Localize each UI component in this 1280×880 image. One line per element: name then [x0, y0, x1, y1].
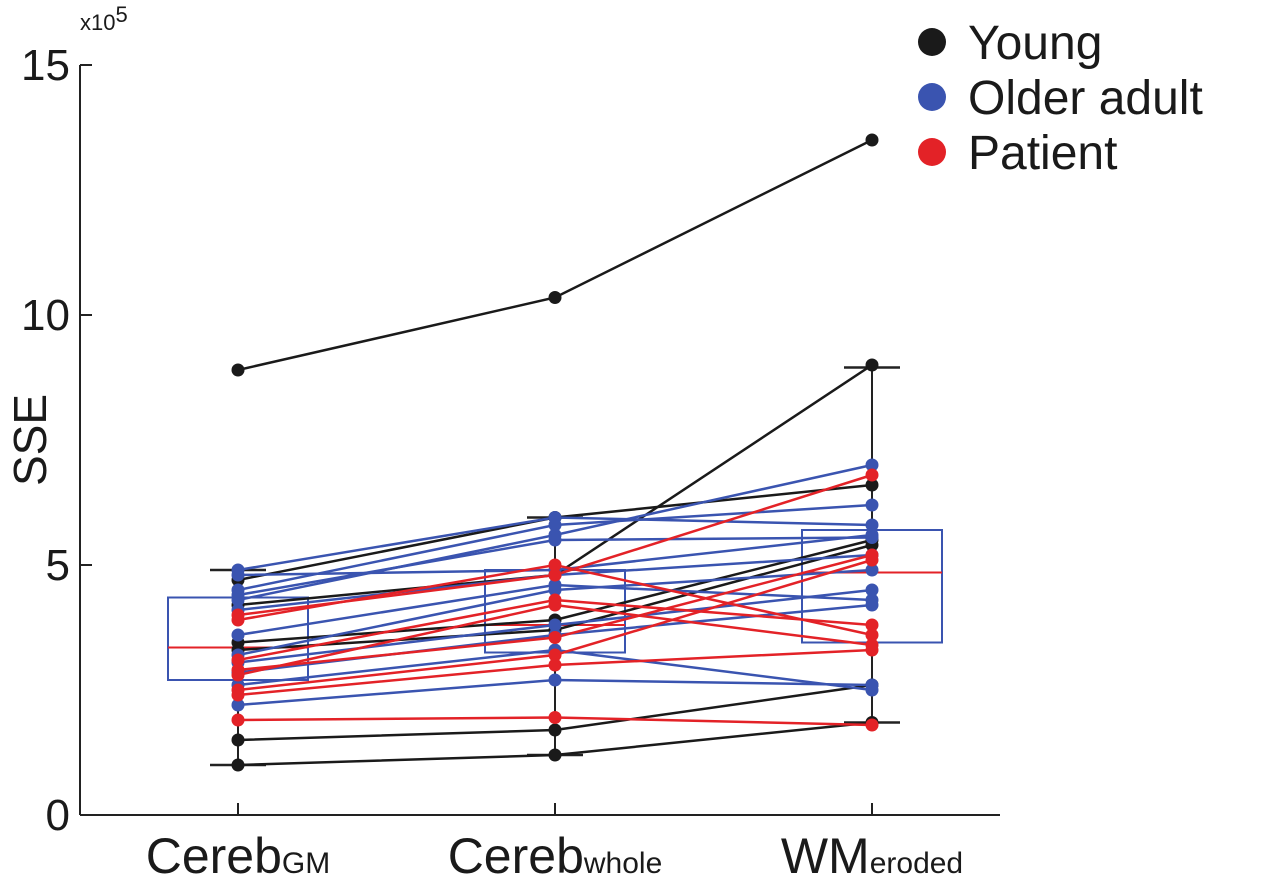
data-point-young-0-1: [548, 291, 562, 304]
data-point-patient-21-2: [865, 618, 879, 632]
data-point-patient-26-0: [231, 713, 245, 727]
x-tick-label-1: Cerebwhole: [448, 828, 663, 880]
data-point-older-17-2: [865, 678, 879, 692]
legend-label-0: Young: [968, 17, 1102, 70]
data-point-patient-23-0: [231, 668, 245, 682]
legend-marker-1: [918, 83, 946, 111]
legend-label-1: Older adult: [968, 72, 1203, 125]
data-point-young-6-2: [865, 478, 879, 492]
data-point-older-14-1: [548, 618, 562, 632]
data-point-patient-19-1: [548, 568, 562, 582]
x-tick-label-main-2: WM: [781, 828, 870, 880]
data-point-older-9-2: [865, 458, 879, 472]
data-point-young-5-2: [865, 358, 879, 372]
data-point-patient-24-2: [865, 553, 879, 567]
data-point-patient-22-1: [548, 631, 562, 644]
y-tick-label-2: 10: [21, 291, 70, 340]
legend-marker-2: [918, 138, 946, 166]
legend-marker-0: [918, 28, 946, 56]
data-point-young-2-1: [548, 723, 562, 737]
x-tick-label-main-1: Cereb: [448, 828, 584, 880]
y-tick-label-1: 5: [46, 541, 70, 590]
data-point-patient-20-2: [865, 628, 879, 642]
data-point-older-17-1: [548, 673, 562, 687]
x-tick-label-2: WMeroded: [781, 828, 963, 880]
data-point-older-8-1: [548, 518, 562, 532]
data-point-patient-20-1: [548, 558, 562, 572]
series-line-young-0: [237, 138, 873, 372]
data-point-older-10-1: [548, 533, 562, 547]
data-point-older-7-2: [865, 518, 879, 532]
y-exponent-power: 5: [115, 2, 127, 27]
data-point-patient-25-1: [548, 658, 562, 672]
data-point-patient-25-0: [231, 688, 245, 702]
data-point-patient-20-0: [231, 613, 245, 627]
data-point-young-1-1: [548, 748, 562, 762]
data-point-older-14-2: [865, 583, 879, 597]
data-point-young-0-2: [865, 133, 879, 147]
data-point-young-1-0: [231, 758, 245, 772]
series-points: [231, 133, 879, 772]
data-point-older-13-2: [865, 563, 879, 577]
data-point-young-0-0: [231, 363, 245, 377]
y-exponent-label: x105: [80, 2, 128, 35]
data-point-older-17-0: [231, 698, 245, 712]
y-tick-label-3: 15: [21, 41, 70, 90]
y-exponent-base: x10: [80, 10, 115, 35]
x-tick-label-main-0: Cereb: [146, 828, 282, 880]
data-point-older-18-2: [865, 528, 879, 542]
data-point-patient-24-1: [548, 648, 562, 662]
data-point-older-10-0: [231, 588, 245, 602]
legend-label-2: Patient: [968, 127, 1117, 180]
data-point-patient-21-0: [231, 653, 245, 667]
data-point-older-15-2: [865, 598, 879, 612]
x-tick-label-sub-2: eroded: [870, 847, 963, 880]
x-tick-label-sub-0: GM: [282, 847, 330, 880]
y-ticks: 0 5 10 15: [21, 41, 92, 840]
data-point-patient-25-2: [865, 643, 879, 657]
data-point-older-13-1: [548, 583, 562, 597]
data-point-patient-26-2: [865, 718, 879, 732]
data-point-young-2-0: [231, 733, 245, 747]
x-ticks: CerebGM Cerebwhole WMeroded: [146, 803, 963, 880]
y-tick-label-0: 0: [46, 791, 70, 840]
data-point-older-12-0: [231, 628, 245, 642]
data-point-older-8-2: [865, 498, 879, 512]
data-point-patient-19-2: [865, 468, 879, 482]
y-axis-label: SSE: [4, 394, 56, 486]
data-point-older-18-0: [231, 568, 245, 582]
x-tick-label-sub-1: whole: [583, 847, 662, 880]
data-point-patient-26-1: [548, 711, 562, 724]
x-tick-label-0: CerebGM: [146, 828, 331, 880]
data-point-patient-23-1: [548, 598, 562, 612]
